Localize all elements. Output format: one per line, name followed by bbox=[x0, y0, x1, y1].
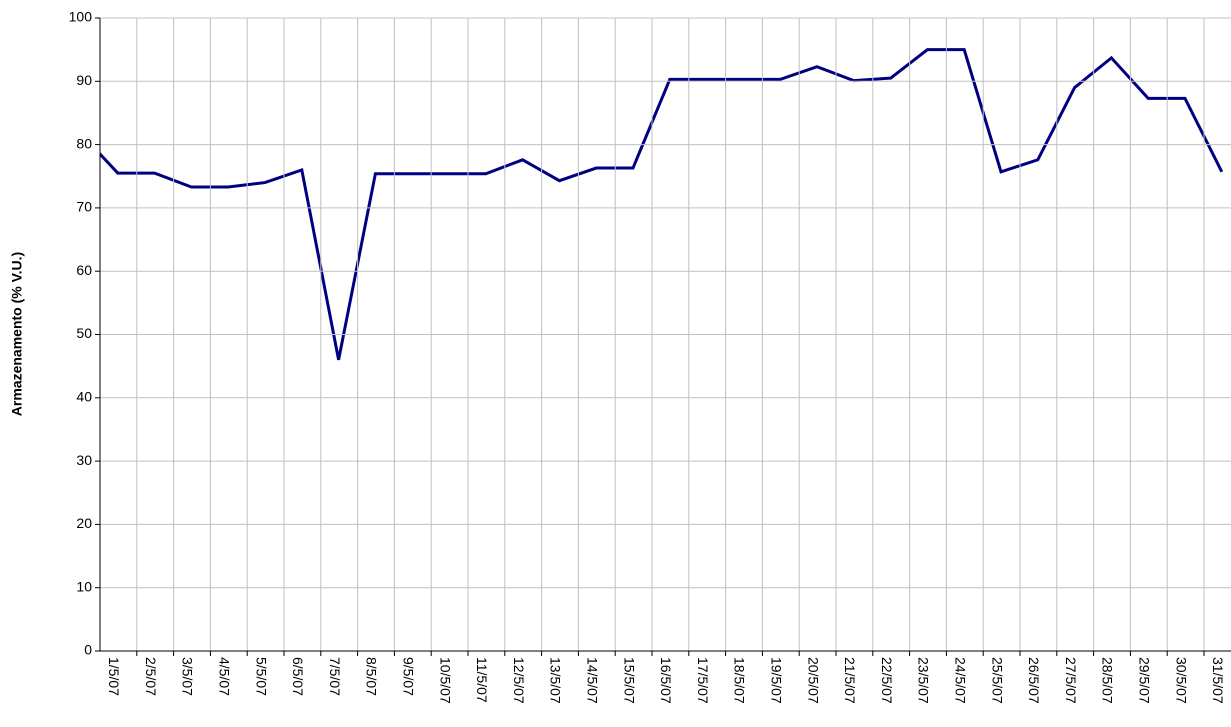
x-tick-label: 20/5/07 bbox=[805, 657, 821, 704]
x-tick-label: 5/5/07 bbox=[253, 657, 269, 696]
x-tick-label: 16/5/07 bbox=[658, 657, 674, 704]
x-tick-label: 4/5/07 bbox=[216, 657, 232, 696]
x-tick-label: 13/5/07 bbox=[548, 657, 564, 704]
x-tick-label: 1/5/07 bbox=[106, 657, 122, 696]
x-tick-label: 29/5/07 bbox=[1136, 657, 1152, 704]
x-tick-label: 26/5/07 bbox=[1026, 657, 1042, 704]
y-tick-label: 20 bbox=[76, 515, 92, 531]
x-tick-label: 12/5/07 bbox=[511, 657, 527, 704]
x-tick-label: 18/5/07 bbox=[732, 657, 748, 704]
x-tick-label: 19/5/07 bbox=[768, 657, 784, 704]
x-tick-label: 8/5/07 bbox=[364, 657, 380, 696]
x-tick-label: 15/5/07 bbox=[621, 657, 637, 704]
x-tick-label: 11/5/07 bbox=[474, 657, 490, 703]
y-axis-label: Armazenamento (% V.U.) bbox=[9, 252, 25, 416]
x-tick-label: 9/5/07 bbox=[400, 657, 416, 696]
y-tick-label: 80 bbox=[76, 135, 92, 151]
y-tick-label: 70 bbox=[76, 199, 92, 215]
x-tick-label: 3/5/07 bbox=[180, 657, 196, 696]
x-tick-label: 30/5/07 bbox=[1173, 657, 1189, 704]
y-tick-label: 50 bbox=[76, 325, 92, 341]
x-tick-label: 24/5/07 bbox=[952, 657, 968, 704]
y-tick-label: 30 bbox=[76, 452, 92, 468]
x-tick-label: 23/5/07 bbox=[916, 657, 932, 704]
data-line bbox=[100, 48, 1224, 361]
x-tick-label: 27/5/07 bbox=[1063, 657, 1079, 704]
x-tick-label: 21/5/07 bbox=[842, 657, 858, 704]
x-tick-label: 28/5/07 bbox=[1100, 657, 1116, 704]
y-tick-label: 40 bbox=[76, 389, 92, 405]
x-tick-label: 17/5/07 bbox=[695, 657, 711, 704]
y-tick-label: 10 bbox=[76, 578, 92, 594]
x-tick-label: 6/5/07 bbox=[290, 657, 306, 696]
y-tick-label: 90 bbox=[76, 72, 92, 88]
x-tick-label: 31/5/07 bbox=[1210, 657, 1226, 704]
plot-area bbox=[100, 48, 1224, 361]
x-tick-label: 2/5/07 bbox=[143, 657, 159, 696]
x-tick-label: 25/5/07 bbox=[989, 657, 1005, 704]
y-tick-label: 100 bbox=[69, 9, 93, 25]
x-tick-label: 10/5/07 bbox=[437, 657, 453, 704]
y-tick-label: 0 bbox=[84, 642, 92, 658]
x-tick-label: 22/5/07 bbox=[879, 657, 895, 704]
y-tick-label: 60 bbox=[76, 262, 92, 278]
x-tick-label: 7/5/07 bbox=[327, 657, 343, 696]
x-tick-label: 14/5/07 bbox=[584, 657, 600, 704]
